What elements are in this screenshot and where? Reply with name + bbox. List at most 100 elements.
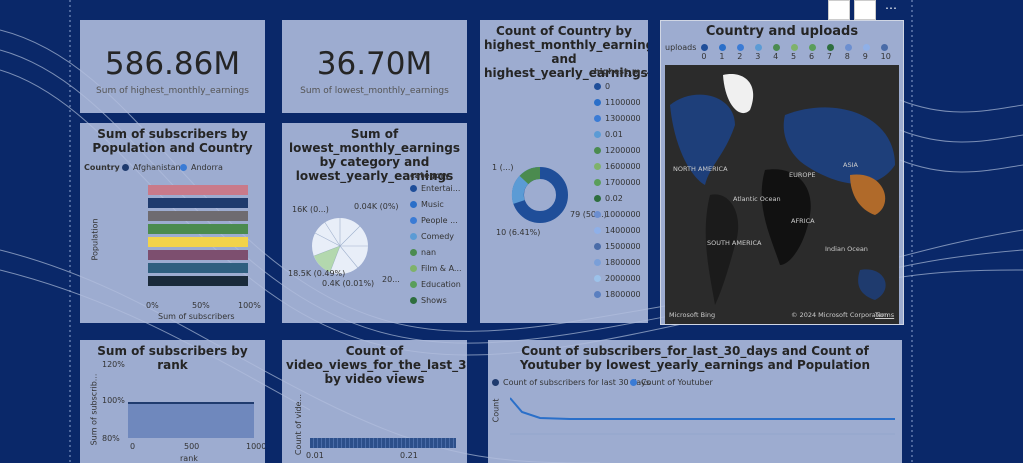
legend-item: 1 bbox=[719, 43, 733, 61]
y-tick-label: 120% bbox=[102, 360, 125, 369]
legend-item: 10 bbox=[880, 43, 899, 61]
legend-swatch bbox=[594, 163, 601, 170]
legend-label: Shows bbox=[421, 296, 447, 305]
legend-item: 1100000 bbox=[594, 95, 641, 111]
legend-label: Afghanistan bbox=[133, 163, 181, 172]
legend-swatch bbox=[594, 83, 601, 90]
legend-item: 0 bbox=[594, 79, 641, 95]
panel-title: Count of subscribers_for_last_30_days an… bbox=[519, 344, 871, 372]
map-shapes bbox=[670, 74, 895, 305]
data-label: 18.5K (0.49%) bbox=[288, 269, 346, 278]
card-label: Sum of lowest_monthly_earnings bbox=[300, 86, 449, 96]
legend-swatch bbox=[594, 179, 601, 186]
legend-swatch bbox=[410, 265, 417, 272]
legend-item: Comedy bbox=[410, 229, 462, 245]
legend-title: Country bbox=[84, 163, 120, 172]
y-axis-title: Count of vide... bbox=[294, 393, 304, 456]
histogram bbox=[310, 438, 456, 448]
bar bbox=[148, 224, 248, 234]
map-attribution: © 2024 Microsoft Corporation bbox=[791, 311, 889, 319]
legend-label: 4 bbox=[773, 52, 779, 61]
x-tick-label: 0% bbox=[146, 301, 159, 310]
legend-label: Count of Youtuber bbox=[641, 378, 713, 387]
bar bbox=[148, 276, 248, 286]
map-label: NORTH AMERICA bbox=[673, 165, 728, 173]
legend-item: 1300000 bbox=[594, 111, 641, 127]
legend-label: 0 bbox=[605, 82, 611, 91]
x-axis-title: rank bbox=[180, 454, 198, 463]
legend-swatch bbox=[410, 201, 417, 208]
more-options[interactable]: ⋯ bbox=[880, 0, 902, 20]
y-tick-label: 80% bbox=[102, 434, 120, 443]
panel-title: Sum of subscribers by rank bbox=[97, 344, 248, 372]
map-label: Indian Ocean bbox=[825, 245, 868, 253]
map-panel: Country and uploads uploads 0 1 2 3 4 5 6 7 8 9 10 … bbox=[660, 20, 904, 325]
rank-panel: Sum of subscribers by rank Sum of subscr… bbox=[80, 340, 265, 463]
legend-swatch bbox=[594, 195, 601, 202]
panel-title: Sum of lowest_monthly_earnings by catego… bbox=[288, 127, 461, 183]
legend-item: nan bbox=[410, 245, 462, 261]
legend-label: 2 bbox=[737, 52, 743, 61]
legend-swatch bbox=[844, 44, 852, 51]
x-tick-label: 500 bbox=[184, 442, 200, 451]
legend-swatch bbox=[410, 185, 417, 192]
legend-swatch bbox=[791, 44, 799, 51]
legend-item: 0.02 bbox=[594, 191, 641, 207]
y-tick-label: 100% bbox=[102, 396, 125, 405]
legend-item: Count of Youtuber bbox=[630, 378, 713, 387]
map-label: SOUTH AMERICA bbox=[707, 239, 762, 247]
bar-panel: Sum of subscribers by Population and Cou… bbox=[80, 123, 265, 323]
card: 586.86M Sum of highest_monthly_earnings bbox=[80, 20, 265, 113]
legend-swatch bbox=[594, 227, 601, 234]
map-label: AFRICA bbox=[791, 217, 815, 225]
legend-label: 1100000 bbox=[605, 98, 641, 107]
legend-swatch bbox=[826, 44, 834, 51]
legend-swatch bbox=[862, 44, 870, 51]
legend-label: 1300000 bbox=[605, 114, 641, 123]
map: NORTH AMERICA EUROPE ASIA AFRICA SOUTH A… bbox=[665, 65, 899, 324]
legend-item: 0.01 bbox=[594, 127, 641, 143]
filter-icon[interactable] bbox=[828, 0, 850, 20]
bar bbox=[148, 237, 248, 247]
bar-area bbox=[148, 185, 248, 286]
map-link[interactable]: Terms bbox=[875, 311, 895, 319]
legend-item: 6 bbox=[808, 43, 823, 61]
x-tick-label: 0.21 bbox=[400, 451, 418, 460]
legend-swatch bbox=[594, 147, 601, 154]
y-axis-title: Count bbox=[491, 398, 501, 423]
legend-swatch bbox=[755, 44, 763, 51]
card-value: 36.70M bbox=[316, 46, 433, 82]
focus-icon[interactable] bbox=[854, 0, 876, 20]
panel-title: Count of Country by highest_monthly_earn… bbox=[484, 24, 648, 80]
data-label: 0.04K (0%) bbox=[354, 202, 399, 211]
legend-item: Entertai... bbox=[410, 181, 462, 197]
x-tick-label: 50% bbox=[192, 301, 210, 310]
x-axis-title: Sum of subscribers bbox=[158, 312, 235, 321]
legend-label: nan bbox=[421, 248, 437, 257]
legend-swatch bbox=[410, 217, 417, 224]
legend-label: 8 bbox=[844, 52, 850, 61]
legend-item: 9 bbox=[862, 43, 877, 61]
legend-label: 1400000 bbox=[605, 226, 641, 235]
legend-label: 1800000 bbox=[605, 290, 641, 299]
legend-item: Andorra bbox=[180, 163, 223, 172]
legend-item: 1700000 bbox=[594, 175, 641, 191]
legend: 0 1100000 1300000 0.01 1200000 1600000 1700000… bbox=[594, 79, 641, 303]
panel-title: Count of video_views_for_the_last_30_day… bbox=[286, 344, 467, 386]
legend-label: 7 bbox=[826, 52, 832, 61]
legend-label: 1200000 bbox=[605, 146, 641, 155]
legend-item: 2000000 bbox=[594, 271, 641, 287]
pie-panel: Sum of lowest_monthly_earnings by catego… bbox=[282, 123, 467, 323]
legend-item: Music bbox=[410, 197, 462, 213]
legend-swatch bbox=[410, 233, 417, 240]
legend-label: People ... bbox=[421, 216, 458, 225]
legend-label: 3 bbox=[755, 52, 761, 61]
legend-title: highest_m... bbox=[594, 67, 648, 76]
y-axis-title: Population bbox=[90, 218, 100, 261]
legend-swatch bbox=[880, 44, 888, 51]
bar bbox=[148, 185, 248, 195]
legend-item: 7 bbox=[826, 43, 841, 61]
area bbox=[128, 402, 254, 438]
legend-label: 1 bbox=[719, 52, 725, 61]
